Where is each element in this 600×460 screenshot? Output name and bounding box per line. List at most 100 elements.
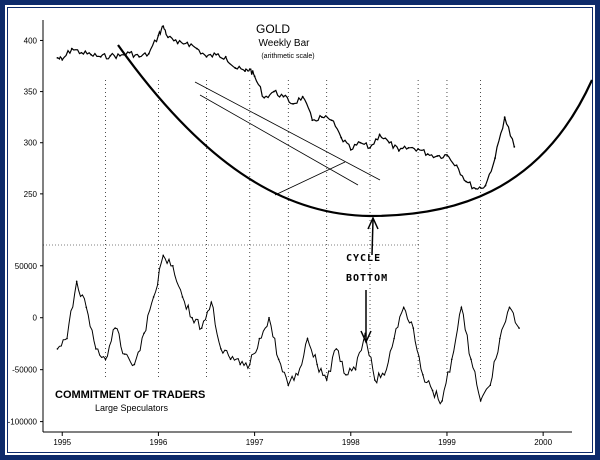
gold-price-point — [138, 55, 141, 58]
gold-price-point — [195, 47, 198, 50]
gold-price-point — [167, 36, 169, 39]
gold-price-point — [407, 146, 410, 149]
cot-series-point — [210, 301, 213, 303]
cot-series-point — [374, 379, 376, 381]
cot-series-point — [277, 358, 280, 361]
gold-price-point — [446, 154, 448, 156]
gold-price-point — [263, 96, 266, 99]
cot-series-point — [441, 400, 443, 402]
gold-price-point — [321, 116, 323, 119]
cot-series-point — [268, 316, 270, 319]
gold-price-line — [57, 25, 515, 190]
gold-price-point — [70, 47, 73, 50]
gold-price-point — [147, 52, 150, 55]
cot-series-point — [56, 348, 59, 350]
gold-price-point — [248, 68, 251, 70]
cot-series — [56, 254, 520, 405]
cot-series-point — [66, 337, 68, 340]
cot-series-point — [335, 348, 338, 350]
cot-series-point — [114, 327, 116, 329]
gold-price-point — [244, 70, 246, 73]
gold-price-point — [128, 51, 131, 54]
gold-price-point — [330, 119, 333, 122]
gold-price-point — [513, 145, 516, 148]
gold-price-point — [494, 157, 496, 159]
gold-price-point — [369, 146, 371, 149]
annotation-arrowhead-down — [360, 330, 372, 344]
cot-y-tick-label: -100000 — [8, 418, 38, 427]
cycle-bottom-annotation-line1: CYCLE — [346, 253, 381, 264]
cot-series-point — [393, 337, 395, 340]
trend-channel-cross — [274, 161, 346, 196]
gold-price-point — [56, 56, 59, 59]
cot-y-tick-label: 0 — [33, 314, 38, 323]
gold-y-tick-label: 350 — [24, 88, 38, 97]
trend-channel-inner — [199, 94, 359, 186]
gold-y-tick-label: 250 — [24, 190, 38, 199]
x-tick-label: 2000 — [534, 438, 552, 447]
gold-price-point — [311, 119, 314, 122]
gold-price-point — [253, 75, 256, 78]
annotation-arrow-up — [371, 219, 374, 256]
x-tick-label: 1995 — [53, 438, 71, 447]
cycle-guide-lines — [105, 80, 481, 380]
gold-price-point — [272, 90, 275, 93]
cot-series-point — [85, 306, 88, 309]
cot-series-point — [325, 379, 328, 381]
cot-series-point — [172, 264, 174, 267]
cot-series-point — [220, 348, 222, 350]
gold-price-point — [378, 133, 381, 136]
cot-series-point — [75, 280, 78, 283]
cot-series-point — [412, 327, 415, 329]
cot-title: COMMITMENT OF TRADERS — [55, 389, 205, 401]
chart-subtitle: Weekly Bar — [259, 38, 311, 49]
cot-series-point — [316, 363, 318, 366]
gold-price-point — [484, 184, 487, 187]
cot-y-tick-label: -50000 — [12, 366, 37, 375]
cot-series-point — [499, 337, 501, 340]
gold-price-point — [215, 53, 218, 56]
gold-price-point — [90, 53, 92, 56]
cot-series-point — [508, 306, 511, 309]
cot-series-line — [57, 254, 520, 405]
gold-price-point — [186, 41, 189, 44]
gold-price-point — [80, 51, 83, 54]
cot-series-point — [258, 337, 261, 340]
gold-price-point — [99, 55, 102, 58]
cot-series-point — [287, 384, 290, 387]
cot-series-point — [181, 296, 184, 298]
cot-series-point — [162, 254, 165, 257]
gold-price-point — [397, 150, 400, 152]
y-tick-labels: 400 350 300 250 50000 0 -50000 -100000 — [8, 36, 43, 427]
gold-price-series — [56, 25, 516, 190]
gold-price-point — [234, 67, 237, 69]
trend-channel-upper — [194, 81, 381, 181]
gold-y-tick-label: 300 — [24, 139, 38, 148]
chart-frame-inner — [7, 7, 593, 453]
cycle-bottom-annotation-line2: BOTTOM — [346, 273, 388, 284]
gold-price-point — [503, 116, 506, 119]
cot-series-point — [123, 353, 126, 355]
cot-series-point — [383, 374, 386, 376]
chart-title: GOLD — [256, 22, 290, 36]
x-tick-label: 1997 — [246, 438, 264, 447]
cot-series-point — [450, 358, 453, 361]
gold-price-point — [359, 141, 362, 144]
gold-price-point — [224, 55, 227, 58]
gold-price-point — [349, 148, 352, 151]
gold-price-point — [474, 187, 477, 190]
gold-price-point — [176, 42, 179, 45]
cot-series-point — [431, 389, 434, 392]
gold-price-point — [61, 58, 64, 61]
cot-subtitle: Large Speculators — [95, 403, 169, 413]
cot-series-point — [239, 363, 241, 366]
gold-price-point — [292, 102, 294, 105]
x-tick-label: 1996 — [150, 438, 168, 447]
cot-series-point — [460, 306, 463, 309]
gold-price-point — [157, 34, 160, 37]
cot-series-point — [133, 363, 136, 366]
gold-price-point — [162, 25, 165, 28]
cot-series-point — [489, 384, 492, 387]
